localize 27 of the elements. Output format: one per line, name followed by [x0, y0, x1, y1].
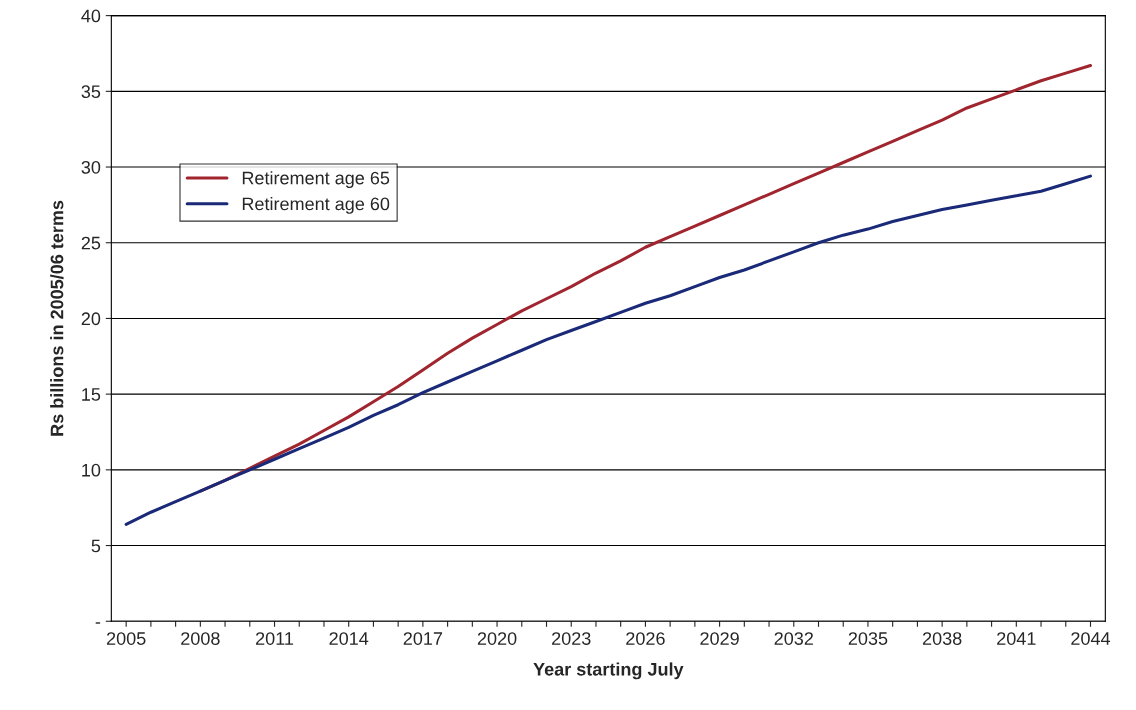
y-tick-label: 35 — [81, 85, 101, 99]
y-tick-label: 15 — [82, 388, 101, 401]
y-tick-label: 5 — [91, 539, 101, 553]
x-tick-label: 2035 — [848, 632, 888, 645]
x-tick-label: 2023 — [552, 632, 591, 645]
y-tick-label: 25 — [81, 236, 101, 250]
legend-label: Retirement age 60 — [242, 197, 390, 214]
x-tick-label: 2026 — [626, 632, 665, 645]
x-tick-label: 2017 — [403, 632, 443, 645]
y-axis-title: Rs billions in 2005/06 terms — [50, 200, 64, 436]
x-tick-label: 2020 — [477, 632, 517, 645]
x-tick-label: 2005 — [106, 632, 146, 645]
y-tick-label: 30 — [81, 160, 101, 174]
y-tick-label: 40 — [81, 9, 101, 23]
x-axis-title: Year starting July — [533, 662, 684, 680]
x-tick-label: 2014 — [329, 632, 369, 645]
y-tick-label: 20 — [81, 312, 101, 326]
y-tick-label: 10 — [82, 463, 101, 477]
x-tick-label: 2044 — [1071, 632, 1111, 645]
x-tick-label: 2038 — [922, 632, 962, 645]
x-tick-label: 2011 — [256, 632, 294, 645]
x-tick-label: 2029 — [700, 632, 739, 645]
x-tick-label: 2008 — [181, 632, 220, 645]
y-tick-label: - — [95, 622, 101, 624]
x-tick-label: 2041 — [997, 632, 1036, 645]
legend-label: Retirement age 65 — [242, 171, 390, 188]
x-tick-label: 2032 — [774, 632, 813, 645]
